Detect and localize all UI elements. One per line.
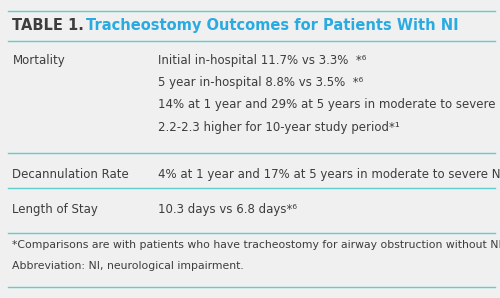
Text: TABLE 1.: TABLE 1. bbox=[12, 18, 94, 33]
Text: Initial in-hospital 11.7% vs 3.3%  *⁶: Initial in-hospital 11.7% vs 3.3% *⁶ bbox=[158, 54, 366, 67]
Text: 5 year in-hospital 8.8% vs 3.5%  *⁶: 5 year in-hospital 8.8% vs 3.5% *⁶ bbox=[158, 76, 363, 89]
Text: Mortality: Mortality bbox=[12, 54, 65, 67]
Text: 14% at 1 year and 29% at 5 years in moderate to severe NI⁷: 14% at 1 year and 29% at 5 years in mode… bbox=[158, 98, 500, 111]
Text: *Comparisons are with patients who have tracheostomy for airway obstruction with: *Comparisons are with patients who have … bbox=[12, 240, 500, 250]
Text: 4% at 1 year and 17% at 5 years in moderate to severe NI⁷: 4% at 1 year and 17% at 5 years in moder… bbox=[158, 168, 500, 181]
Text: Tracheostomy Outcomes for Patients With NI: Tracheostomy Outcomes for Patients With … bbox=[86, 18, 459, 33]
Text: Length of Stay: Length of Stay bbox=[12, 203, 98, 216]
Text: Abbreviation: NI, neurological impairment.: Abbreviation: NI, neurological impairmen… bbox=[12, 261, 244, 271]
Text: 2.2-2.3 higher for 10-year study period*¹: 2.2-2.3 higher for 10-year study period*… bbox=[158, 121, 399, 134]
Text: Decannulation Rate: Decannulation Rate bbox=[12, 168, 129, 181]
Text: 10.3 days vs 6.8 days*⁶: 10.3 days vs 6.8 days*⁶ bbox=[158, 203, 296, 216]
